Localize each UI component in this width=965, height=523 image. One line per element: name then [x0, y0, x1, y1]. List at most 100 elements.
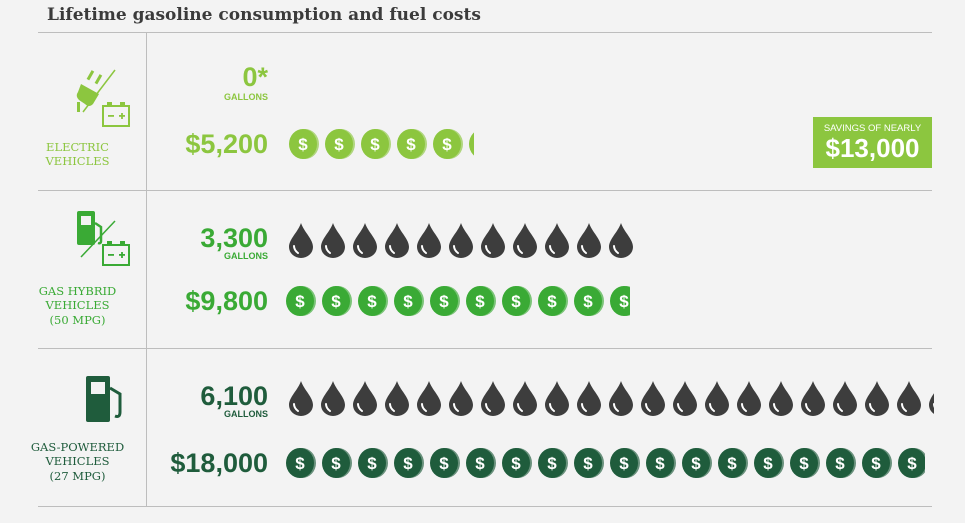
gallons-unit-electric: GALLONS	[224, 92, 268, 102]
coin-row-hybrid: $ $ $ $ $ $ $ $ $ $	[285, 285, 630, 317]
category-label-electric: ELECTRIC VEHICLES	[45, 140, 110, 168]
dollar-coin-icon: $	[322, 286, 352, 316]
svg-text:$: $	[547, 454, 557, 473]
oil-drop-icon	[321, 223, 345, 258]
oil-drop-icon	[865, 381, 889, 416]
dollar-coin-icon: $	[538, 286, 568, 316]
dollar-coin-icon: $	[358, 448, 388, 478]
svg-text:$: $	[583, 454, 593, 473]
column-divider	[146, 33, 147, 506]
oil-drop-icon	[449, 381, 473, 416]
dollar-coin-icon: $	[610, 286, 630, 316]
oil-drop-icon	[385, 223, 409, 258]
svg-text:$: $	[370, 135, 380, 154]
oil-drop-icon	[513, 223, 537, 258]
svg-text:$: $	[907, 454, 917, 473]
gas-pump-battery-icon	[77, 211, 130, 266]
svg-text:$: $	[331, 292, 341, 311]
divider	[38, 348, 932, 349]
svg-text:$: $	[439, 292, 449, 311]
svg-text:$: $	[727, 454, 737, 473]
svg-text:$: $	[295, 454, 305, 473]
gallons-value-hybrid: 3,300	[200, 223, 268, 253]
svg-text:$: $	[475, 454, 485, 473]
dollar-coin-icon: $	[754, 448, 784, 478]
oil-drop-icon	[353, 223, 377, 258]
dollar-coin-icon: $	[397, 129, 427, 159]
dollar-coin-icon: $	[790, 448, 820, 478]
svg-text:$: $	[763, 454, 773, 473]
dollar-coin-icon: $	[862, 448, 892, 478]
svg-text:$: $	[655, 454, 665, 473]
dollar-coin-icon: $	[718, 448, 748, 478]
dollar-coin-icon: $	[646, 448, 676, 478]
coin-row-gas: $ $ $ $ $ $ $ $ $ $ $ $ $ $ $ $ $ $	[285, 447, 925, 479]
oil-drop-icon	[897, 381, 921, 416]
category-label-gas: GAS-POWERED VEHICLES	[30, 440, 125, 468]
svg-text:$: $	[367, 292, 377, 311]
dollar-coin-icon: $	[898, 448, 925, 478]
oil-drop-icon	[385, 381, 409, 416]
oil-drop-icon	[737, 381, 761, 416]
svg-text:$: $	[691, 454, 701, 473]
category-label-hybrid: GAS HYBRID VEHICLES	[38, 284, 117, 312]
dollar-coin-icon: $	[682, 448, 712, 478]
oil-drop-icon	[545, 381, 569, 416]
dollar-coin-icon: $	[502, 448, 532, 478]
cost-value-electric: $5,200	[185, 129, 268, 159]
dollar-coin-icon: $	[286, 448, 316, 478]
divider	[38, 190, 932, 191]
savings-badge-amount: $13,000	[825, 133, 920, 163]
svg-text:$: $	[403, 454, 413, 473]
svg-text:$: $	[406, 135, 416, 154]
svg-text:$: $	[619, 454, 629, 473]
svg-text:$: $	[619, 292, 629, 311]
svg-text:$: $	[298, 135, 308, 154]
oil-drop-icon	[609, 381, 633, 416]
svg-text:$: $	[442, 135, 452, 154]
savings-badge: SAVINGS OF NEARLY $13,000	[813, 117, 932, 168]
oil-drop-icon	[801, 381, 825, 416]
category-sub-hybrid: (50 MPG)	[49, 313, 106, 327]
oil-drop-icon	[353, 381, 377, 416]
dollar-coin-icon: $	[466, 286, 496, 316]
dollar-coin-icon: $	[502, 286, 532, 316]
savings-badge-line1: SAVINGS OF NEARLY	[823, 123, 922, 134]
dollar-coin-icon: $	[394, 286, 424, 316]
svg-text:$: $	[295, 292, 305, 311]
oil-drop-icon	[705, 381, 729, 416]
oil-drop-icon	[545, 223, 569, 258]
oil-drop-icon	[417, 223, 441, 258]
oil-drop-icon	[289, 223, 313, 258]
oil-drop-icon	[769, 381, 793, 416]
oil-drop-icon	[417, 381, 441, 416]
dollar-coin-icon: $	[469, 132, 474, 156]
dollar-coin-icon: $	[538, 448, 568, 478]
divider	[38, 506, 932, 507]
dollar-coin-icon: $	[430, 448, 460, 478]
gallons-value-electric: 0*	[242, 62, 268, 92]
coin-row-electric: $ $ $ $ $ $	[288, 128, 474, 160]
dollar-coin-icon: $	[610, 448, 640, 478]
svg-text:$: $	[475, 292, 485, 311]
oil-drop-icon	[449, 223, 473, 258]
cost-value-hybrid: $9,800	[185, 286, 268, 316]
svg-text:$: $	[547, 292, 557, 311]
dollar-coin-icon: $	[361, 129, 391, 159]
oil-drop-icon	[929, 393, 934, 414]
oil-drop-icon	[609, 223, 633, 258]
oil-drop-icon	[481, 381, 505, 416]
oil-drop-icon	[833, 381, 857, 416]
oil-drop-icon	[577, 381, 601, 416]
svg-text:$: $	[511, 454, 521, 473]
dollar-coin-icon: $	[466, 448, 496, 478]
svg-text:$: $	[331, 454, 341, 473]
dollar-coin-icon: $	[433, 129, 463, 159]
oil-drop-icon	[321, 381, 345, 416]
dollar-coin-icon: $	[574, 448, 604, 478]
oil-drop-icon	[577, 223, 601, 258]
dollar-coin-icon: $	[286, 286, 316, 316]
gallons-unit-gas: GALLONS	[224, 409, 268, 419]
dollar-coin-icon: $	[430, 286, 460, 316]
oil-drop-icon	[641, 381, 665, 416]
